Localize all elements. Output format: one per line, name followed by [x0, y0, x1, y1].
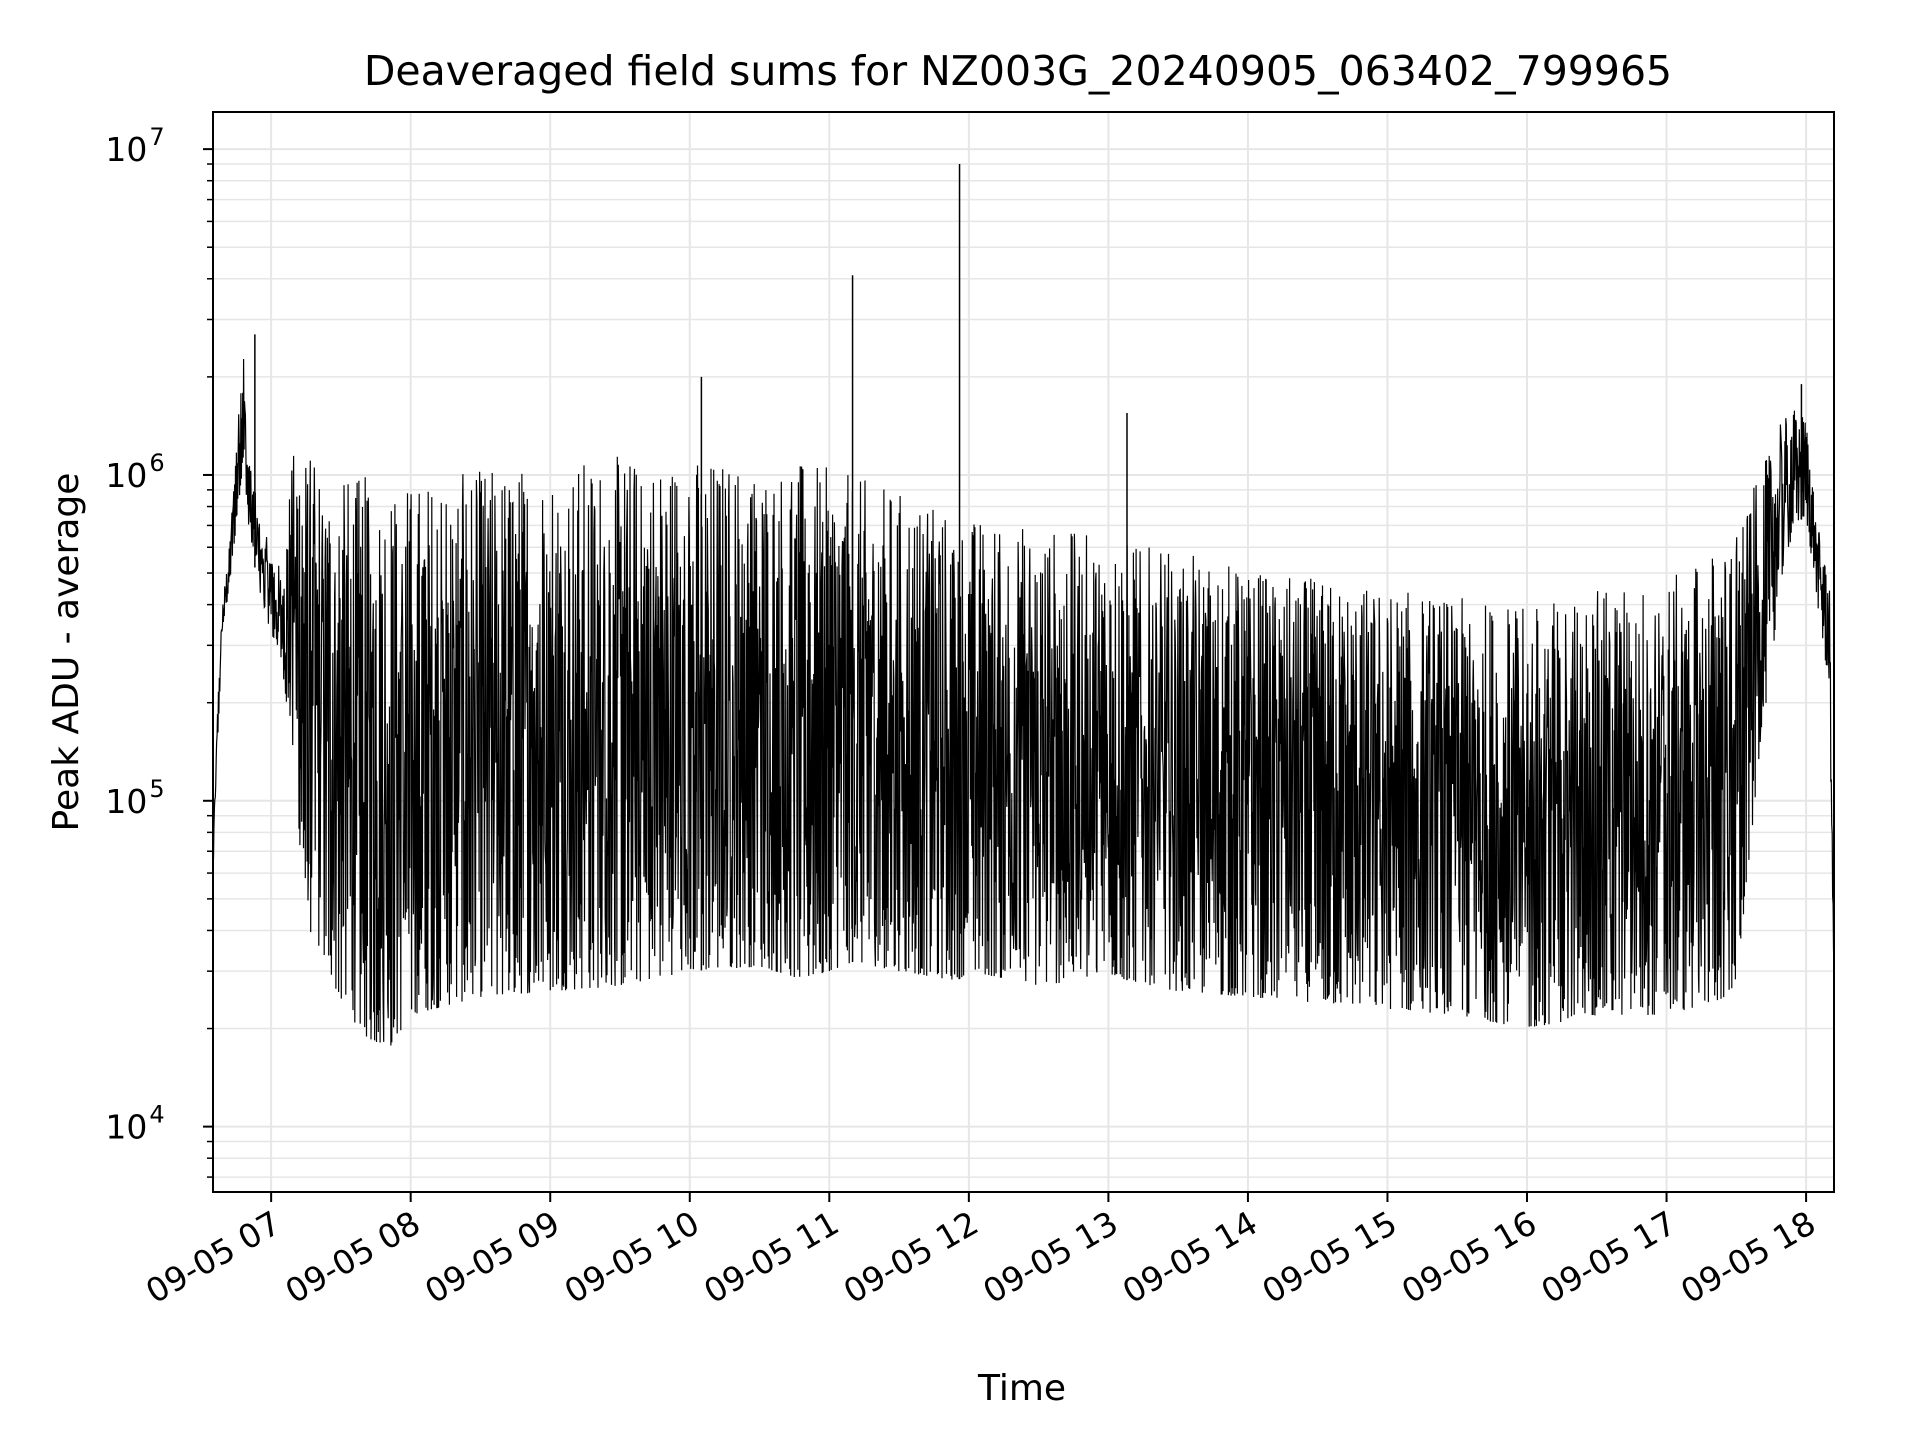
- x-tick-label-2: 09-05 09: [418, 1203, 566, 1311]
- y-tick-exponent-0: 4: [149, 1101, 164, 1129]
- series-path: [212, 358, 1835, 1046]
- y-tick-label-1: 105: [105, 775, 164, 821]
- x-tick-label-1: 09-05 08: [279, 1203, 427, 1311]
- x-tick-label-8: 09-05 15: [1255, 1203, 1403, 1311]
- x-tick-label-11: 09-05 18: [1674, 1203, 1822, 1311]
- y-tick-exponent-3: 7: [149, 123, 164, 151]
- y-tick-label-0: 104: [105, 1101, 164, 1147]
- series-line: [212, 164, 1835, 1046]
- x-tick-label-6: 09-05 13: [976, 1203, 1124, 1311]
- x-tick-label-7: 09-05 14: [1116, 1203, 1264, 1311]
- x-tick-label-4: 09-05 11: [697, 1203, 845, 1311]
- y-tick-label-2: 106: [105, 449, 164, 495]
- x-tick-label-0: 09-05 07: [139, 1203, 287, 1311]
- y-axis-label: Peak ADU - average: [46, 473, 87, 832]
- x-tick-label-5: 09-05 12: [837, 1203, 985, 1311]
- chart-title: Deaveraged field sums for NZ003G_2024090…: [364, 47, 1672, 95]
- x-tick-label-3: 09-05 10: [558, 1203, 706, 1311]
- plot-frame: [212, 111, 1835, 1193]
- x-tick-label-9: 09-05 16: [1395, 1203, 1543, 1311]
- y-tick-label-3: 107: [105, 123, 164, 169]
- y-tick-exponent-1: 5: [149, 775, 164, 803]
- y-tick-exponent-2: 6: [149, 449, 164, 477]
- x-tick-label-10: 09-05 17: [1535, 1203, 1683, 1311]
- y-axis: 104 105 106 107: [105, 123, 213, 1178]
- x-axis-label: Time: [977, 1368, 1066, 1409]
